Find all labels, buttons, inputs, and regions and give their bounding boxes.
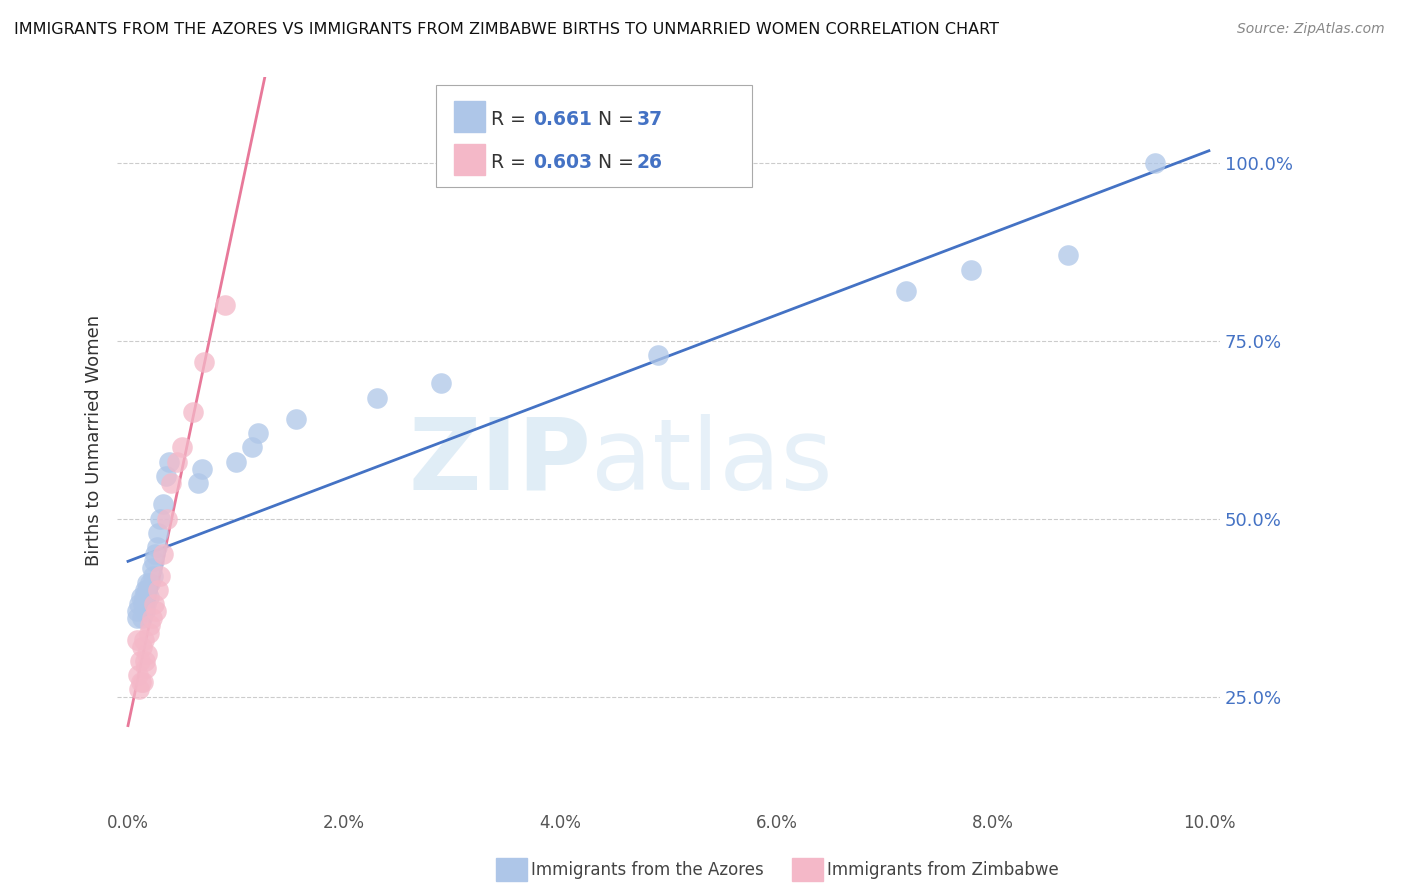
Point <box>647 348 669 362</box>
Point <box>138 575 160 590</box>
Text: 26: 26 <box>637 153 662 172</box>
Point <box>170 441 193 455</box>
Point <box>190 462 212 476</box>
Point <box>135 661 157 675</box>
Point <box>138 625 160 640</box>
Text: atlas: atlas <box>592 414 832 510</box>
Text: N =: N = <box>586 110 640 128</box>
Point <box>149 511 172 525</box>
Point <box>214 298 236 312</box>
Point <box>134 654 156 668</box>
Point <box>149 568 172 582</box>
Point <box>128 682 150 697</box>
Point <box>132 675 155 690</box>
Text: N =: N = <box>586 153 640 172</box>
Point <box>136 647 159 661</box>
Point <box>138 618 160 632</box>
Point <box>143 547 166 561</box>
Point <box>134 604 156 618</box>
Point <box>166 455 188 469</box>
Point <box>134 632 156 647</box>
Text: Immigrants from Zimbabwe: Immigrants from Zimbabwe <box>827 861 1059 879</box>
Point <box>148 525 170 540</box>
Point <box>129 590 152 604</box>
Point <box>152 497 174 511</box>
Point <box>896 284 918 298</box>
Point <box>1143 156 1166 170</box>
Point <box>141 561 163 575</box>
Point <box>284 412 307 426</box>
Point <box>138 590 160 604</box>
Text: Immigrants from the Azores: Immigrants from the Azores <box>531 861 765 879</box>
Point <box>131 640 153 654</box>
Point <box>152 547 174 561</box>
Point <box>142 597 165 611</box>
Point <box>128 597 150 611</box>
Point <box>187 476 209 491</box>
Y-axis label: Births to Unmarried Women: Births to Unmarried Women <box>86 315 103 566</box>
Point <box>127 668 149 682</box>
Point <box>134 590 156 604</box>
Point <box>225 455 247 469</box>
Point <box>193 355 215 369</box>
Point <box>134 582 156 597</box>
Point <box>240 441 263 455</box>
Point <box>366 391 388 405</box>
Point <box>141 611 163 625</box>
Point <box>160 476 183 491</box>
Point <box>155 469 177 483</box>
Point <box>156 511 179 525</box>
Point <box>246 426 269 441</box>
Point <box>960 262 983 277</box>
Point <box>430 376 453 391</box>
Point <box>129 675 152 690</box>
Point <box>146 540 169 554</box>
Point <box>128 654 150 668</box>
Text: 0.661: 0.661 <box>533 110 592 128</box>
Point <box>132 597 155 611</box>
Text: ZIP: ZIP <box>408 414 592 510</box>
Point <box>145 604 167 618</box>
Point <box>125 611 148 625</box>
Point <box>157 455 180 469</box>
Text: R =: R = <box>491 110 531 128</box>
Point <box>1057 248 1080 262</box>
Point <box>142 554 165 568</box>
Point <box>136 575 159 590</box>
Text: IMMIGRANTS FROM THE AZORES VS IMMIGRANTS FROM ZIMBABWE BIRTHS TO UNMARRIED WOMEN: IMMIGRANTS FROM THE AZORES VS IMMIGRANTS… <box>14 22 1000 37</box>
Point <box>125 604 148 618</box>
Text: Source: ZipAtlas.com: Source: ZipAtlas.com <box>1237 22 1385 37</box>
Text: R =: R = <box>491 153 531 172</box>
Point <box>136 582 159 597</box>
Point <box>148 582 170 597</box>
Point <box>131 611 153 625</box>
Text: 37: 37 <box>637 110 664 128</box>
Point <box>142 568 165 582</box>
Point <box>135 597 157 611</box>
Text: 0.603: 0.603 <box>533 153 592 172</box>
Point <box>181 405 204 419</box>
Point <box>125 632 148 647</box>
